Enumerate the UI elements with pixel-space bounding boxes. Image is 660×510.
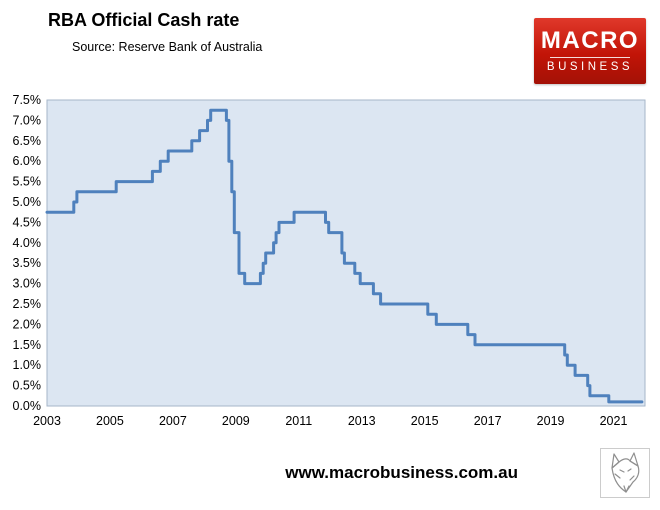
svg-text:3.5%: 3.5%: [13, 256, 42, 270]
svg-text:2017: 2017: [474, 414, 502, 428]
svg-text:2007: 2007: [159, 414, 187, 428]
svg-text:7.5%: 7.5%: [13, 94, 42, 107]
svg-text:6.5%: 6.5%: [13, 134, 42, 148]
svg-text:2003: 2003: [33, 414, 61, 428]
macrobusiness-logo: MACRO BUSINESS: [534, 18, 646, 84]
svg-text:7.0%: 7.0%: [13, 113, 42, 127]
logo-macro-text: MACRO: [540, 26, 640, 54]
svg-text:2.5%: 2.5%: [13, 297, 42, 311]
svg-text:0.0%: 0.0%: [13, 399, 42, 413]
svg-text:2011: 2011: [285, 414, 312, 428]
svg-text:2019: 2019: [537, 414, 565, 428]
svg-text:2021: 2021: [600, 414, 628, 428]
chart-header: RBA Official Cash rate Source: Reserve B…: [0, 10, 660, 94]
svg-text:2015: 2015: [411, 414, 439, 428]
svg-text:2013: 2013: [348, 414, 376, 428]
svg-text:2.0%: 2.0%: [13, 317, 42, 331]
logo-divider: [550, 56, 630, 58]
svg-text:6.0%: 6.0%: [13, 154, 42, 168]
svg-text:0.5%: 0.5%: [13, 379, 42, 393]
logo-business-text: BUSINESS: [546, 60, 634, 73]
svg-text:2005: 2005: [96, 414, 124, 428]
svg-text:3.0%: 3.0%: [13, 277, 42, 291]
svg-text:2009: 2009: [222, 414, 250, 428]
svg-text:1.0%: 1.0%: [13, 358, 42, 372]
macrobusiness-chart-page: RBA Official Cash rate Source: Reserve B…: [0, 10, 660, 510]
cash-rate-chart: 0.0% 0.5% 1.0% 1.5% 2.0% 2.5% 3.0% 3.5% 4.0% 4.5%…: [13, 93, 646, 428]
page-title: RBA Official Cash rate: [48, 10, 240, 30]
svg-text:5.5%: 5.5%: [13, 175, 42, 189]
svg-text:1.5%: 1.5%: [13, 338, 42, 352]
footer-url-link[interactable]: www.macrobusiness.com.au: [285, 463, 518, 482]
svg-text:5.0%: 5.0%: [13, 195, 42, 209]
wolf-logo-icon: [600, 448, 650, 498]
svg-text:4.0%: 4.0%: [13, 236, 42, 250]
page-footer: www.macrobusiness.com.au: [0, 436, 660, 510]
chart-area: 0.0% 0.5% 1.0% 1.5% 2.0% 2.5% 3.0% 3.5% 4.0% 4.5%…: [0, 93, 660, 436]
chart-source: Source: Reserve Bank of Australia: [72, 40, 263, 54]
svg-text:4.5%: 4.5%: [13, 215, 42, 229]
